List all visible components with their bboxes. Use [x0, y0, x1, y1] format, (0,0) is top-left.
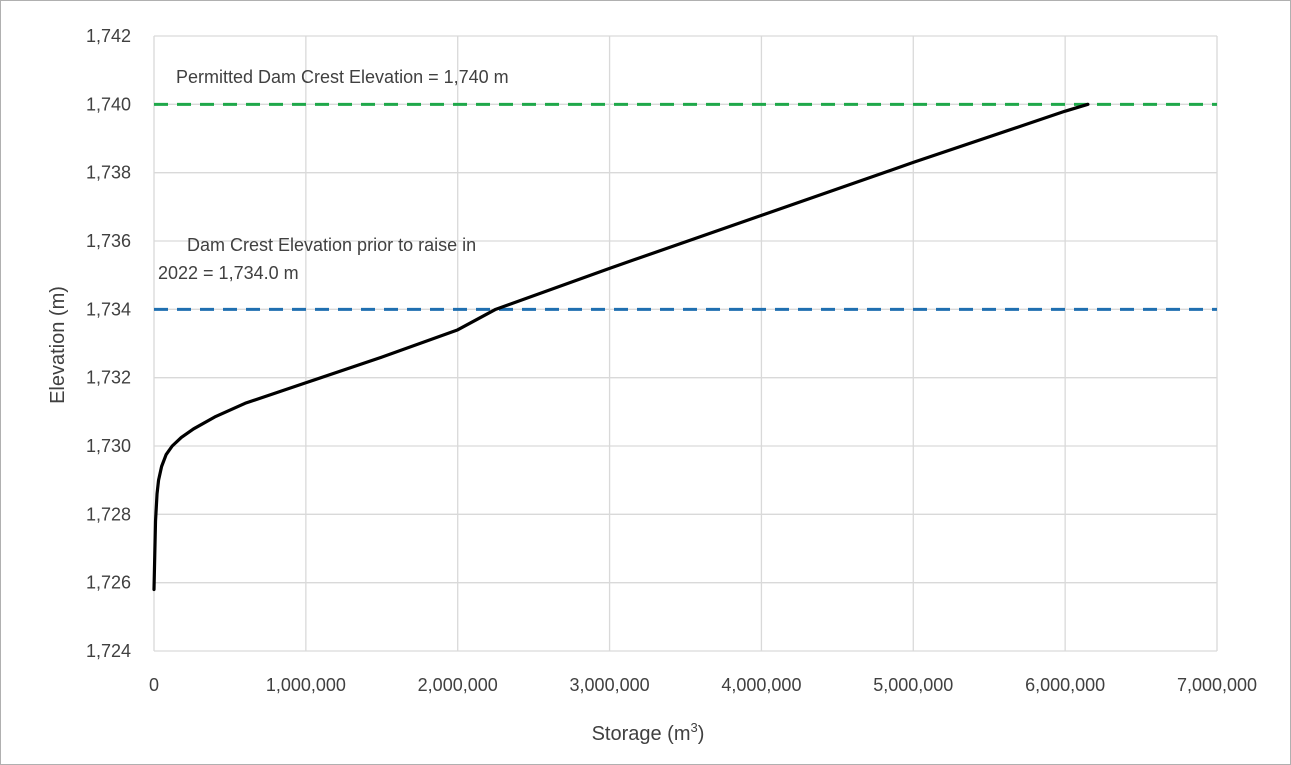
x-tick-label: 3,000,000 [570, 675, 650, 695]
y-tick-label: 1,734 [86, 299, 131, 319]
y-tick-label: 1,740 [86, 94, 131, 114]
prior-crest-annotation-line: 2022 = 1,734.0 m [158, 263, 299, 283]
annotations: Permitted Dam Crest Elevation = 1,740 m D… [158, 67, 509, 283]
x-axis-label: Storage (m3) [592, 720, 705, 745]
y-axis-label: Elevation (m) [47, 286, 69, 404]
x-tick-label: 1,000,000 [266, 675, 346, 695]
x-axis-label-suffix: ) [698, 723, 705, 745]
y-tick-label: 1,724 [86, 641, 131, 661]
x-tick-labels: 0 1,000,000 2,000,000 3,000,000 4,000,000 5,0… [149, 675, 1257, 695]
grid-lines [153, 35, 1218, 652]
elevation-storage-curve [152, 102, 1090, 592]
y-tick-label: 1,738 [86, 163, 131, 183]
x-tick-label: 2,000,000 [418, 675, 498, 695]
x-tick-label: 4,000,000 [721, 675, 801, 695]
y-tick-label: 1,742 [86, 26, 131, 46]
y-tick-label: 1,728 [86, 504, 131, 524]
x-tick-label: 6,000,000 [1025, 675, 1105, 695]
prior-crest-annotation-line: Dam Crest Elevation prior to raise in [187, 235, 476, 255]
x-tick-label: 0 [149, 675, 159, 695]
x-tick-label: 7,000,000 [1177, 675, 1257, 695]
x-axis-label-prefix: Storage (m [592, 723, 691, 745]
y-tick-labels: 1,724 1,726 1,728 1,730 1,732 1,734 1,736 1,738… [86, 26, 131, 661]
x-tick-label: 5,000,000 [873, 675, 953, 695]
permitted-crest-annotation: Permitted Dam Crest Elevation = 1,740 m [176, 67, 509, 87]
reference-lines [154, 102, 1217, 311]
y-tick-label: 1,730 [86, 436, 131, 456]
x-axis-label-sup: 3 [691, 720, 698, 735]
series-group [152, 102, 1090, 592]
y-tick-label: 1,736 [86, 231, 131, 251]
y-tick-label: 1,732 [86, 368, 131, 388]
y-tick-label: 1,726 [86, 573, 131, 593]
